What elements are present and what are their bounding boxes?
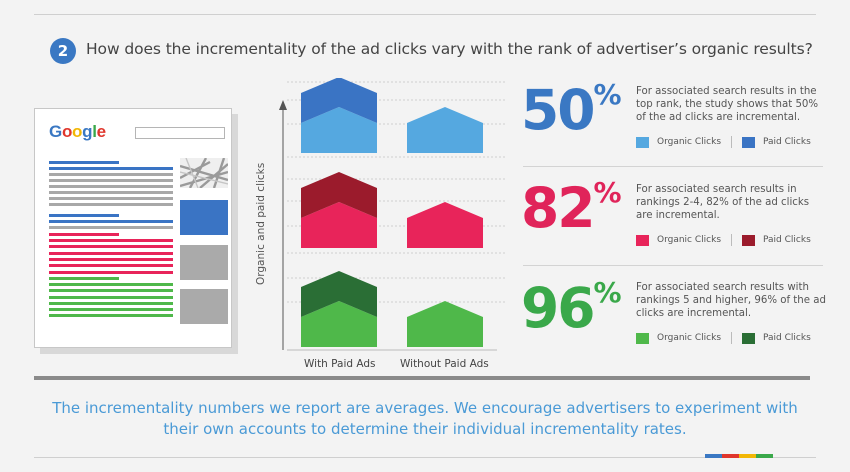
brand-stripe-red <box>722 454 739 458</box>
result-line-gray <box>49 203 173 206</box>
x-category-with-paid-ads: With Paid Ads <box>304 358 376 370</box>
result-line-gray <box>49 185 173 188</box>
stat-value: 96 <box>521 276 596 340</box>
incrementality-area-chart <box>279 78 505 351</box>
result-line-blue <box>49 167 173 170</box>
ad-thumbnail-blue <box>180 200 228 235</box>
result-line-red <box>49 239 173 242</box>
stat-description-rank-2-4: For associated search results in ranking… <box>636 184 810 221</box>
logo-letter: e <box>96 122 106 141</box>
paid-clicks-area <box>301 271 377 317</box>
stat-percent-rank-2-4: 82% <box>521 179 622 236</box>
result-line-red <box>49 252 173 255</box>
legend-label-organic: Organic Clicks <box>657 235 722 245</box>
stat-unit: % <box>593 78 622 111</box>
search-engine-logo: Google <box>49 122 106 142</box>
paid-clicks-area <box>301 78 377 123</box>
y-axis-arrowhead <box>279 100 287 110</box>
logo-letter: l <box>92 122 97 141</box>
legend-separator <box>731 234 733 246</box>
stat-divider <box>523 265 823 266</box>
stat-percent-rank-5-plus: 96% <box>521 279 622 336</box>
legend-swatch-paid <box>742 234 756 246</box>
paid-clicks-area <box>301 172 377 218</box>
result-line-red <box>49 233 119 236</box>
bottom-divider <box>34 457 816 458</box>
result-line-green <box>49 308 173 311</box>
thumbnail-gray-2 <box>180 289 228 324</box>
legend-label-paid: Paid Clicks <box>763 333 811 343</box>
stat-description-rank-5-plus: For associated search results with ranki… <box>636 282 826 319</box>
brand-stripe-yellow <box>739 454 756 458</box>
legend-swatch-paid <box>742 136 756 148</box>
legend-label-organic: Organic Clicks <box>657 137 722 147</box>
result-line-green <box>49 296 173 299</box>
top-divider <box>34 14 816 15</box>
result-line-green <box>49 283 173 286</box>
result-line-green <box>49 302 173 305</box>
result-line-red <box>49 271 173 274</box>
result-line-blue <box>49 214 119 217</box>
logo-letter: G <box>49 122 62 141</box>
stat-divider <box>523 166 823 167</box>
stat-unit: % <box>593 276 622 309</box>
organic-clicks-area <box>301 202 377 248</box>
y-axis-label: Organic and paid clicks <box>255 162 267 285</box>
organic-clicks-area <box>407 107 483 153</box>
result-line-green <box>49 289 173 292</box>
brand-stripe-green <box>756 454 773 458</box>
stat-value: 82 <box>521 176 596 240</box>
map-thumbnail-icon <box>180 158 228 188</box>
result-line-gray <box>49 197 173 200</box>
stat-unit: % <box>593 176 622 209</box>
result-line-gray <box>49 191 173 194</box>
result-line-green <box>49 314 173 317</box>
result-line-gray <box>49 226 173 229</box>
footnote-text: The incrementality numbers we report are… <box>52 399 798 438</box>
result-line-blue <box>49 220 173 223</box>
result-line-gray <box>49 173 173 176</box>
step-number-badge: 2 <box>50 38 76 64</box>
section-divider-bar <box>34 376 810 380</box>
brand-stripe-blue <box>705 454 722 458</box>
legend-separator <box>731 136 733 148</box>
organic-clicks-area <box>407 301 483 347</box>
stat-percent-top-rank: 50% <box>521 81 622 138</box>
result-line-green <box>49 277 119 280</box>
organic-clicks-area <box>301 301 377 347</box>
legend-rank-5-plus: Organic Clicks Paid Clicks <box>636 331 811 345</box>
result-line-red <box>49 245 173 248</box>
result-line-gray <box>49 179 173 182</box>
legend-swatch-organic <box>636 136 649 148</box>
legend-separator <box>731 332 733 344</box>
question-heading: How does the incrementality of the ad cl… <box>86 40 813 58</box>
legend-rank-2-4: Organic Clicks Paid Clicks <box>636 233 811 247</box>
organic-clicks-area <box>301 107 377 153</box>
x-category-without-paid-ads: Without Paid Ads <box>400 358 489 370</box>
search-box-illustration <box>135 127 225 139</box>
legend-swatch-paid <box>742 332 756 344</box>
legend-swatch-organic <box>636 234 649 246</box>
thumbnail-gray-1 <box>180 245 228 280</box>
logo-letter: o <box>61 122 73 141</box>
legend-swatch-organic <box>636 332 649 344</box>
legend-label-paid: Paid Clicks <box>763 137 811 147</box>
result-line-blue <box>49 161 119 164</box>
logo-letter: o <box>72 122 83 141</box>
legend-label-paid: Paid Clicks <box>763 235 811 245</box>
stat-value: 50 <box>521 78 596 142</box>
organic-clicks-area <box>407 202 483 248</box>
legend-label-organic: Organic Clicks <box>657 333 722 343</box>
logo-letter: g <box>82 122 93 141</box>
result-line-red <box>49 264 173 267</box>
result-line-red <box>49 258 173 261</box>
legend-top-rank: Organic Clicks Paid Clicks <box>636 135 811 149</box>
search-results-page-illustration: Google <box>34 108 232 348</box>
stat-description-top-rank: For associated search results in the top… <box>636 86 819 123</box>
